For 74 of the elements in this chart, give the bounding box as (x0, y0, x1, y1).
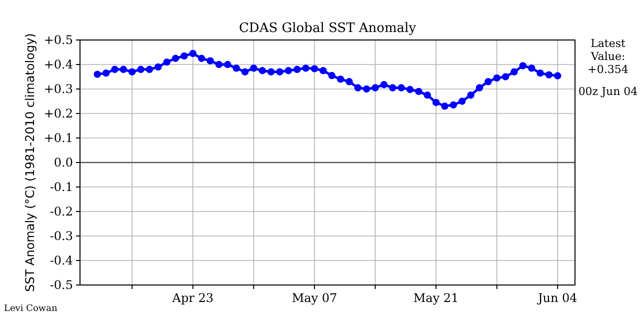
point (467, 92, 474, 99)
point (476, 84, 484, 92)
point (389, 84, 396, 92)
point (554, 72, 562, 80)
y-tick-label: +0.3 (44, 82, 73, 96)
point (310, 65, 318, 72)
point (380, 80, 388, 88)
point (519, 62, 526, 70)
x-tick-label: May 07 (292, 291, 338, 305)
point (536, 69, 544, 77)
point (180, 52, 188, 60)
point (510, 68, 518, 76)
point (441, 102, 448, 110)
point (545, 71, 553, 78)
x-tick-label: May 21 (413, 291, 459, 305)
point (154, 63, 162, 71)
y-tick-label: -0.1 (50, 180, 73, 194)
point (267, 68, 275, 76)
text: Latest Value: +0.354 (588, 37, 628, 76)
point (258, 67, 266, 74)
point (163, 58, 170, 66)
x-tick-label: Jun 04 (536, 291, 578, 305)
point (432, 98, 440, 106)
point (146, 66, 154, 73)
point (250, 64, 258, 72)
point (424, 92, 431, 99)
point (111, 66, 118, 73)
point (502, 73, 510, 80)
y-tick-label: -0.4 (50, 254, 74, 268)
x-tick-label: Apr 23 (171, 291, 214, 305)
point (128, 68, 136, 76)
point (232, 64, 240, 72)
point (528, 64, 536, 72)
y-tick-label: -0.2 (50, 204, 73, 218)
point (484, 78, 492, 86)
y-tick-label: +0.2 (44, 106, 73, 120)
point (137, 66, 144, 73)
point (415, 88, 422, 96)
chart-title: CDAS Global SST Anomaly (238, 21, 417, 36)
point (354, 84, 362, 92)
point (450, 101, 458, 109)
point (362, 85, 370, 93)
point (406, 86, 414, 94)
point (493, 74, 500, 82)
point (284, 67, 292, 74)
point (346, 78, 353, 86)
point (336, 76, 344, 83)
point (94, 70, 101, 78)
text: Levi Cowan (4, 304, 58, 314)
point (458, 98, 466, 105)
point (294, 66, 301, 73)
y-tick-label: +0.1 (44, 131, 73, 145)
point (398, 84, 405, 92)
point (328, 72, 336, 80)
point (320, 67, 327, 74)
point (241, 68, 249, 76)
point (102, 69, 110, 77)
text: 00z Jun 04 (578, 85, 638, 98)
point (215, 60, 223, 68)
point (198, 54, 206, 62)
point (276, 68, 284, 76)
y-axis-title: SST Anomaly (°C) (1981-2010 climatology) (23, 33, 37, 292)
point (206, 57, 214, 64)
y-tick-label: +0.5 (44, 33, 73, 47)
point (172, 54, 180, 62)
point (189, 50, 196, 58)
point (224, 60, 232, 68)
point (302, 64, 310, 72)
y-tick-label: 0.0 (54, 156, 73, 170)
y-tick-label: -0.3 (50, 229, 73, 243)
point (372, 84, 379, 92)
y-tick-label: +0.4 (44, 58, 74, 72)
y-tick-label: -0.5 (50, 278, 73, 292)
point (120, 66, 128, 73)
